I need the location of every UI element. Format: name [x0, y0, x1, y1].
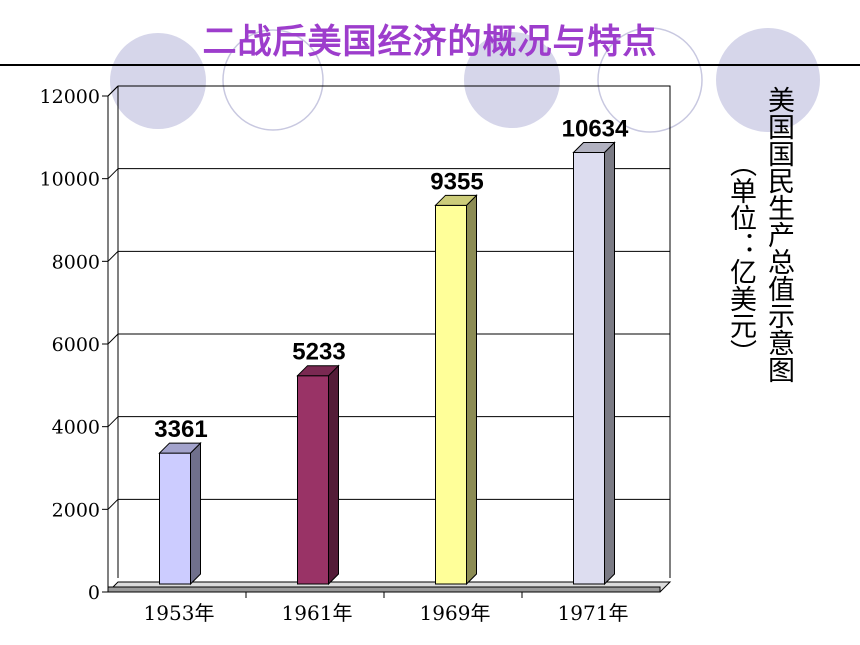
bar-side: [190, 441, 201, 586]
y-tick-label: 10000: [40, 169, 100, 191]
x-tick-label: 1961年: [282, 601, 353, 625]
bar-side: [328, 364, 339, 586]
bar-top: [158, 442, 202, 454]
decor-circle-filled: [716, 28, 820, 132]
decor-circle-outline: [222, 29, 324, 131]
grid-depth-line: [107, 250, 119, 262]
grid-depth-line: [107, 333, 119, 345]
bar-data-label: 10634: [562, 115, 629, 142]
bar-front: [573, 151, 605, 585]
decor-circle-filled: [464, 32, 560, 128]
grid-depth-line: [107, 168, 119, 180]
decor-circles: [110, 27, 820, 133]
y-labels: 0 2000 4000 6000 8000 10000 12000: [40, 86, 100, 604]
bar-top: [296, 365, 340, 377]
grid-depth-line: [107, 416, 119, 428]
bar-data-label: 3361: [154, 416, 207, 443]
x-ticks: [245, 592, 523, 598]
y-tick-label: 12000: [40, 86, 100, 108]
x-labels: 1953年 1961年 1969年 1971年: [144, 601, 629, 625]
bar-top: [572, 141, 616, 153]
bar-front: [435, 204, 467, 585]
y-tick-label: 0: [88, 582, 100, 604]
chart-unit-label: （单位：亿美元）: [725, 150, 756, 366]
x-tick-label: 1969年: [420, 601, 491, 625]
decor-circle-outline: [597, 27, 703, 133]
x-tick-label: 1971年: [558, 601, 629, 625]
bar-side: [466, 194, 477, 586]
bar-top: [434, 194, 478, 206]
y-tick-label: 4000: [52, 417, 100, 439]
bars: [158, 141, 616, 586]
y-tick-label: 6000: [52, 334, 100, 356]
decor-circle-filled: [110, 33, 206, 129]
bar-side: [604, 141, 615, 586]
bar-data-label: 5233: [292, 339, 345, 366]
chart-title: 美国国民生产总值示意图: [763, 86, 794, 383]
grid-depth-line: [107, 498, 119, 510]
slide-title: 二战后美国经济的概况与特点: [202, 22, 658, 62]
depth-edge-top: [107, 85, 119, 97]
y-tick-label: 2000: [52, 499, 100, 521]
y-tick-label: 8000: [52, 251, 100, 273]
data-labels: 3361 5233 9355 10634: [154, 115, 629, 443]
bar-data-label: 9355: [430, 168, 483, 195]
bar-front: [159, 452, 191, 585]
bar-front: [297, 375, 329, 585]
y-ticks: [102, 95, 108, 593]
floor-front-edge: [107, 586, 661, 593]
x-tick-label: 1953年: [144, 601, 215, 625]
